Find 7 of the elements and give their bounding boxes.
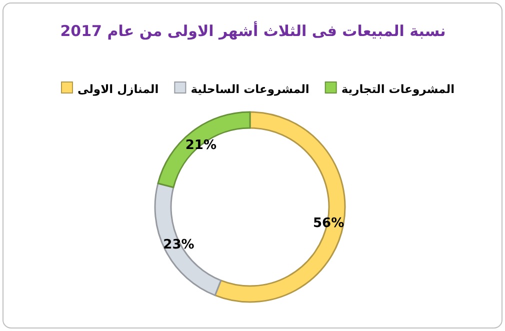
donut-slice	[157, 111, 251, 188]
chart-title: نسبة المبيعات فى الثلاث أشهر الاولى من عام 2017	[60, 21, 446, 40]
data-label: 23%	[163, 237, 194, 252]
donut-slice	[154, 182, 222, 296]
legend-label: المشروعات التجارية	[341, 82, 455, 96]
legend-label: المشروعات الساحلية	[190, 82, 310, 96]
legend-label: المنازل الاولى	[77, 82, 159, 96]
